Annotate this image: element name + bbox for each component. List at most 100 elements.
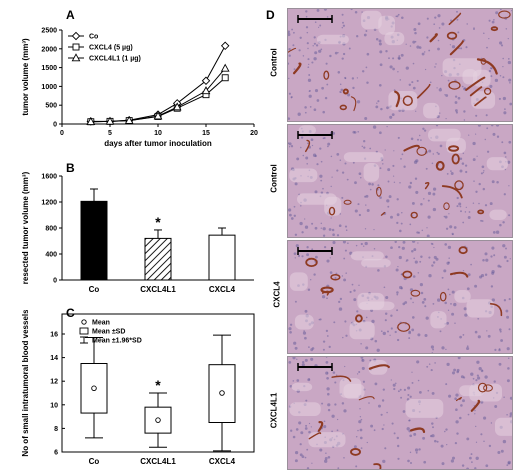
legend-label-2: CXCL4L1 (1 µg) [89,56,141,63]
cell-nucleus [359,428,363,432]
blood-vessel [446,31,458,40]
cell-nucleus [306,31,309,34]
cell-nucleus [383,286,386,289]
cell-nucleus [455,420,459,424]
cell-nucleus [316,163,319,166]
cell-nucleus [499,41,503,45]
cell-nucleus [328,228,332,231]
blood-vessel [355,314,363,323]
cell-nucleus [396,291,399,294]
cell-nucleus [446,362,450,367]
cell-nucleus [305,399,308,402]
cell-nucleus [289,213,292,217]
cell-nucleus [435,125,439,127]
cell-nucleus [411,201,415,205]
cell-nucleus [474,330,478,334]
cell-nucleus [423,298,427,301]
cell-nucleus [433,255,437,259]
cell-nucleus [505,28,508,30]
cell-nucleus [466,346,470,351]
tissue-pale-area [289,402,321,416]
tissue-pale-area [442,58,482,77]
cell-nucleus [332,241,336,245]
cell-nucleus [375,38,379,41]
micrograph-cxcl4 [287,240,513,354]
cell-nucleus [365,66,368,69]
cell-nucleus [491,298,495,302]
cell-nucleus [304,225,309,229]
cell-nucleus [462,334,465,336]
cell-nucleus [506,414,508,416]
cell-nucleus [294,450,299,455]
cell-nucleus [430,369,433,372]
cell-nucleus [398,245,401,249]
cell-nucleus [352,161,355,164]
x-tick-label: 20 [250,130,258,137]
cell-nucleus [357,130,360,133]
cell-nucleus [318,49,322,53]
y-tick-label: 1200 [41,200,57,207]
blood-vessel [305,139,311,153]
cell-nucleus [461,85,464,88]
cell-nucleus [395,382,397,385]
cell-nucleus [320,227,322,229]
cell-nucleus [507,357,510,359]
cell-nucleus [459,157,463,160]
tissue-pale-area [361,258,391,268]
cell-nucleus [356,373,359,375]
cell-nucleus [467,216,471,219]
blood-vessel [330,273,341,281]
cell-nucleus [429,81,432,84]
cell-nucleus [482,259,485,262]
cell-nucleus [293,31,295,34]
cell-nucleus [400,222,403,225]
cell-nucleus [348,47,351,50]
cell-nucleus [502,76,505,79]
cell-nucleus [377,100,380,103]
cell-nucleus [414,177,418,180]
cell-nucleus [482,187,486,191]
cell-nucleus [311,462,313,464]
tissue-pale-area [405,399,444,418]
cell-nucleus [311,222,314,225]
cell-nucleus [465,206,467,209]
cell-nucleus [495,230,500,234]
cell-nucleus [372,125,377,129]
cell-nucleus [386,106,389,110]
data-point-series-2 [201,86,211,95]
tissue-pale-area [495,417,512,436]
cell-nucleus [325,357,328,358]
cell-nucleus [500,339,504,342]
cell-nucleus [493,380,496,383]
cell-nucleus [473,28,475,30]
cell-nucleus [439,144,443,148]
cell-nucleus [441,462,445,466]
legend-label-1: CXCL4 (5 µg) [89,45,133,52]
cell-nucleus [397,444,400,448]
cell-nucleus [334,381,337,384]
cell-nucleus [327,403,331,407]
cell-nucleus [361,11,363,13]
cell-nucleus [447,309,450,311]
cell-nucleus [321,86,324,90]
cell-nucleus [462,269,465,272]
cell-nucleus [288,77,290,80]
cell-nucleus [361,145,364,148]
cell-nucleus [425,316,429,320]
tissue-pale-area [368,360,388,375]
cell-nucleus [329,54,332,58]
cell-nucleus [483,170,485,172]
cell-nucleus [446,443,448,446]
cell-nucleus [441,74,443,77]
category-label: Co [89,285,100,294]
cell-nucleus [409,181,413,185]
cell-nucleus [462,399,465,403]
data-point-series-1 [221,74,229,82]
cell-nucleus [457,31,460,34]
cell-nucleus [423,460,427,464]
cell-nucleus [341,26,344,29]
cell-nucleus [313,36,316,39]
cell-nucleus [288,32,291,37]
blood-vessel [416,83,431,99]
cell-nucleus [486,150,490,153]
